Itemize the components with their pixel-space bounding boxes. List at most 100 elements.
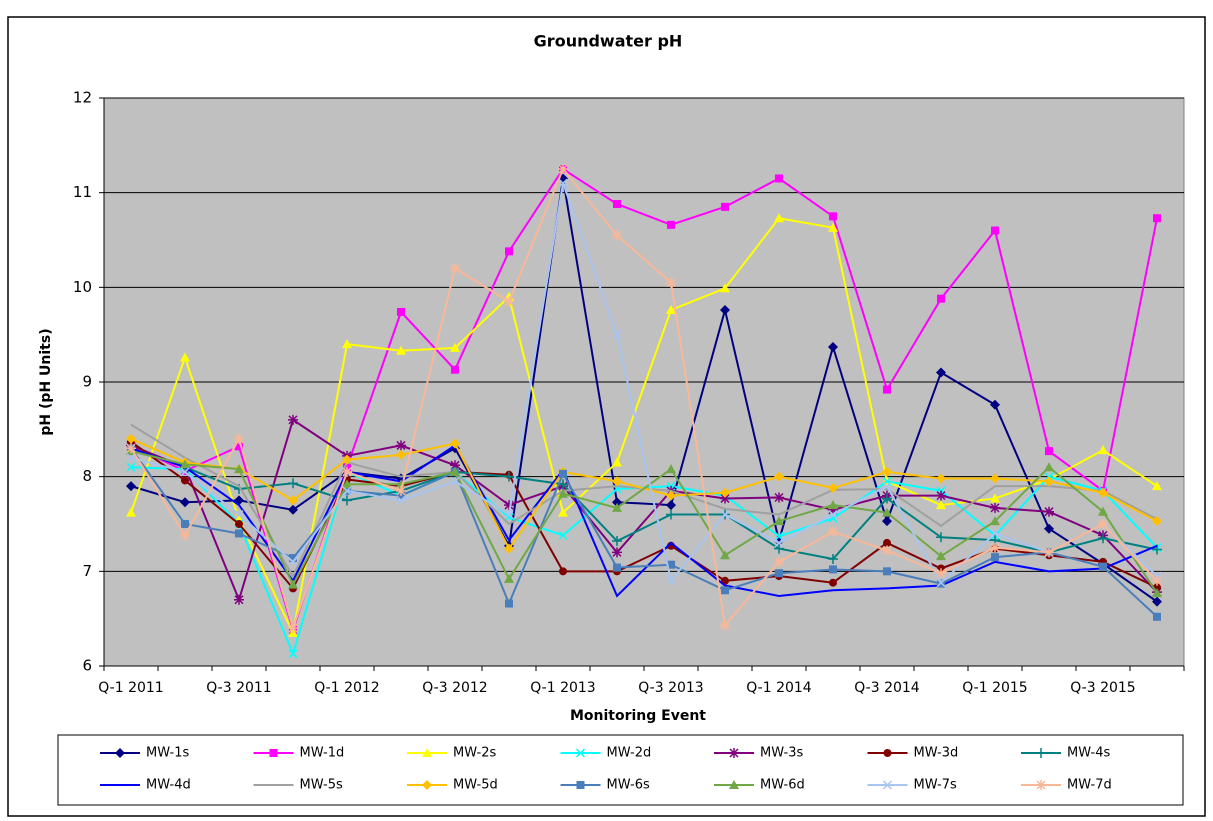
marker bbox=[576, 781, 585, 789]
marker bbox=[1098, 533, 1108, 544]
x-tick-label: Q-1 2012 bbox=[314, 680, 379, 696]
legend-label: MW-4d bbox=[146, 778, 191, 793]
marker bbox=[1153, 214, 1161, 223]
marker bbox=[936, 551, 946, 561]
marker bbox=[397, 307, 405, 316]
series-line bbox=[130, 450, 1158, 594]
series-line bbox=[130, 167, 1158, 632]
marker bbox=[936, 568, 946, 579]
marker bbox=[126, 433, 136, 444]
marker bbox=[235, 529, 243, 538]
marker bbox=[1044, 462, 1054, 472]
y-axis-label: pH (pH Units) bbox=[38, 328, 54, 435]
marker bbox=[667, 220, 675, 229]
marker bbox=[126, 443, 136, 454]
marker bbox=[288, 414, 298, 425]
marker bbox=[1099, 562, 1107, 571]
marker bbox=[774, 516, 784, 526]
marker bbox=[666, 305, 676, 315]
marker bbox=[990, 542, 1000, 553]
marker bbox=[721, 202, 729, 211]
marker bbox=[450, 342, 460, 352]
marker bbox=[828, 526, 838, 537]
x-tick-label: Q-3 2015 bbox=[1070, 680, 1135, 696]
marker bbox=[828, 554, 838, 565]
marker bbox=[269, 749, 278, 757]
marker bbox=[1098, 519, 1108, 529]
series bbox=[126, 178, 1162, 588]
marker bbox=[774, 543, 784, 554]
legend-label: MW-4s bbox=[1067, 746, 1111, 761]
legend-label: MW-3s bbox=[760, 746, 804, 761]
marker bbox=[720, 283, 730, 293]
marker bbox=[126, 481, 136, 492]
marker bbox=[1045, 447, 1053, 456]
marker bbox=[558, 178, 568, 188]
marker bbox=[613, 200, 621, 209]
marker bbox=[396, 449, 406, 460]
series-line bbox=[130, 217, 1158, 637]
marker bbox=[990, 493, 1000, 503]
series bbox=[126, 164, 1162, 634]
marker bbox=[720, 493, 730, 504]
marker bbox=[613, 563, 621, 572]
marker bbox=[936, 500, 946, 510]
marker bbox=[396, 495, 406, 505]
marker bbox=[882, 516, 892, 527]
legend-label: MW-6d bbox=[760, 778, 805, 793]
legend-label: MW-2s bbox=[453, 746, 497, 761]
marker bbox=[504, 296, 514, 307]
marker bbox=[990, 528, 1000, 538]
marker bbox=[720, 550, 730, 560]
marker bbox=[396, 479, 406, 489]
marker bbox=[504, 500, 514, 511]
marker bbox=[1098, 487, 1108, 498]
marker bbox=[1152, 588, 1162, 598]
x-tick-label: Q-3 2012 bbox=[422, 680, 487, 696]
marker bbox=[882, 481, 892, 491]
marker bbox=[828, 510, 838, 520]
marker bbox=[612, 536, 622, 547]
marker bbox=[1044, 506, 1054, 517]
legend-label: MW-7s bbox=[914, 778, 958, 793]
marker bbox=[990, 399, 1000, 410]
marker bbox=[1152, 575, 1162, 586]
marker bbox=[422, 780, 432, 790]
marker bbox=[504, 510, 514, 520]
marker bbox=[235, 520, 243, 528]
marker bbox=[504, 573, 514, 583]
marker bbox=[828, 222, 838, 232]
series-line bbox=[130, 444, 1158, 598]
marker bbox=[181, 476, 189, 485]
legend-label: MW-1s bbox=[146, 746, 190, 761]
marker bbox=[883, 567, 891, 576]
marker bbox=[774, 538, 784, 548]
marker bbox=[1152, 481, 1162, 491]
marker bbox=[234, 433, 244, 444]
legend-label: MW-6s bbox=[607, 778, 651, 793]
marker bbox=[396, 485, 406, 496]
marker bbox=[288, 504, 298, 515]
marker bbox=[575, 748, 586, 758]
marker bbox=[936, 473, 946, 484]
marker bbox=[180, 352, 190, 362]
y-tick-label: 9 bbox=[82, 373, 92, 391]
marker bbox=[774, 213, 784, 223]
marker bbox=[990, 516, 1000, 526]
marker bbox=[882, 545, 892, 556]
marker bbox=[450, 476, 460, 486]
marker bbox=[612, 330, 622, 340]
marker bbox=[559, 567, 567, 576]
marker bbox=[882, 466, 892, 477]
marker bbox=[504, 512, 514, 522]
marker bbox=[729, 780, 739, 789]
marker bbox=[882, 493, 892, 504]
marker bbox=[883, 538, 891, 547]
x-tick-label: Q-1 2014 bbox=[746, 680, 812, 696]
marker bbox=[422, 748, 432, 757]
marker bbox=[936, 367, 946, 378]
series-line bbox=[130, 182, 1158, 585]
marker bbox=[289, 554, 297, 563]
marker bbox=[882, 507, 892, 517]
marker bbox=[342, 339, 352, 349]
